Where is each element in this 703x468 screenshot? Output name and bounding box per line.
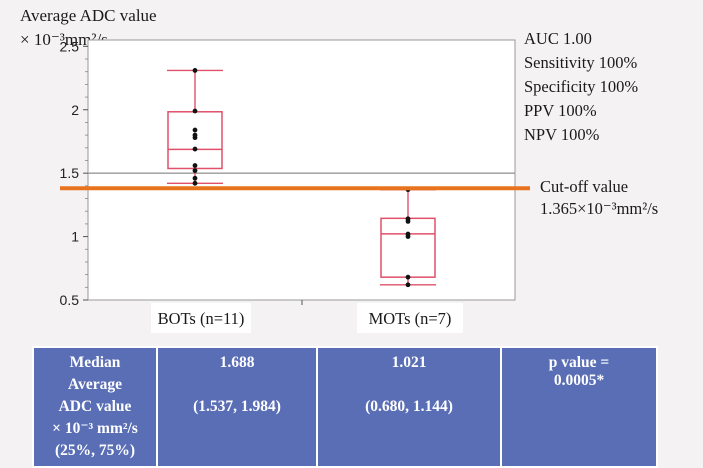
npv-stat: NPV 100% [524, 125, 600, 144]
category-label-box [357, 303, 463, 333]
sensitivity-stat: Sensitivity 100% [524, 53, 638, 72]
pvalue-cell: p value = 0.0005* [500, 346, 658, 468]
data-point [192, 168, 198, 174]
pvalue-label: p value = [548, 354, 610, 371]
mots-median: 1.021 [391, 354, 427, 371]
row-label-line: (25%, 75%) [54, 442, 136, 459]
data-point [405, 231, 411, 237]
data-point [405, 274, 411, 280]
pvalue-value: 0.0005* [553, 372, 605, 389]
category-label: MOTs (n=7) [369, 309, 452, 328]
data-point [405, 216, 411, 222]
plot-area [87, 39, 516, 301]
table-row: Median Average ADC value × 10⁻³ mm²/s (2… [32, 346, 658, 468]
ppv-stat: PPV 100% [524, 101, 597, 120]
specificity-stat: Specificity 100% [524, 77, 639, 96]
y-tick-label: 1.5 [60, 165, 80, 181]
box-plot: 0.5 1 1.5 2 2.5 BOTs (n=11) MOTs (n=7) [60, 38, 530, 333]
data-point [405, 282, 411, 288]
data-point [192, 108, 198, 114]
data-point [192, 175, 198, 181]
data-point [192, 146, 198, 152]
cutoff-value: 1.365×10⁻³mm²/s [540, 199, 659, 218]
data-point [192, 68, 198, 73]
y-axis-title-line1: Average ADC value [20, 6, 157, 25]
mots-range: (0.680, 1.144) [365, 398, 453, 415]
category-label: BOTs (n=11) [158, 309, 245, 328]
y-tick-label: 1 [71, 229, 79, 245]
cutoff-label: Cut-off value [540, 177, 629, 196]
y-tick-label: 0.5 [60, 292, 80, 308]
category-label-box [151, 303, 251, 333]
data-point [192, 132, 198, 138]
row-label-line: Median [69, 354, 121, 371]
row-label-line: × 10⁻³ mm²/s [52, 420, 138, 437]
auc-stat: AUC 1.00 [524, 29, 592, 48]
data-point [192, 180, 198, 186]
summary-table: Median Average ADC value × 10⁻³ mm²/s (2… [32, 346, 658, 468]
y-axis-title-line2: × 10⁻³mm²/s [20, 30, 108, 49]
data-point [192, 163, 198, 168]
row-label-line: Average [68, 376, 122, 393]
cutoff-annotation: Cut-off value 1.365×10⁻³mm²/s [540, 176, 658, 220]
y-tick-label: 2 [71, 102, 79, 118]
mots-cell: 1.021 (0.680, 1.144) [316, 346, 502, 468]
bots-cell: 1.688 (1.537, 1.984) [156, 346, 318, 468]
bots-range: (1.537, 1.984) [193, 398, 281, 415]
data-point [192, 127, 198, 133]
row-label-cell: Median Average ADC value × 10⁻³ mm²/s (2… [32, 346, 158, 468]
row-label-line: ADC value [58, 398, 132, 415]
bots-median: 1.688 [219, 354, 255, 371]
diagnostic-stats: AUC 1.00 Sensitivity 100% Specificity 10… [524, 27, 638, 147]
y-tick-label: 2.5 [60, 38, 80, 54]
